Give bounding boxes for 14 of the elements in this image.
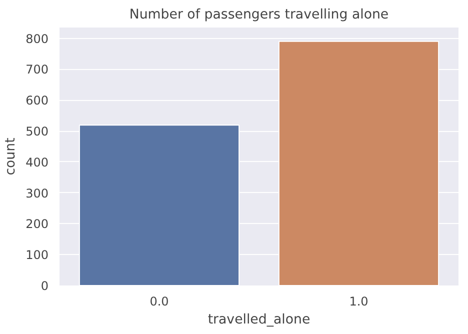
x-axis-title: travelled_alone: [208, 312, 310, 328]
y-tick-label: 400: [26, 155, 48, 170]
x-tick-label: 1.0: [349, 294, 368, 308]
y-tick-label: 100: [26, 248, 48, 262]
y-tick-label: 0: [40, 279, 49, 293]
y-tick-label: 200: [26, 217, 48, 232]
y-tick-label: 700: [26, 62, 48, 77]
y-tick-label: 500: [26, 124, 48, 139]
x-tick-label: 0.0: [150, 294, 169, 308]
y-axis-title: count: [4, 138, 19, 176]
y-tick-label: 600: [26, 94, 48, 108]
y-tick-label: 800: [26, 32, 48, 46]
y-tick-label: 300: [26, 186, 48, 200]
chart-title: Number of passengers travelling alone: [129, 8, 389, 22]
